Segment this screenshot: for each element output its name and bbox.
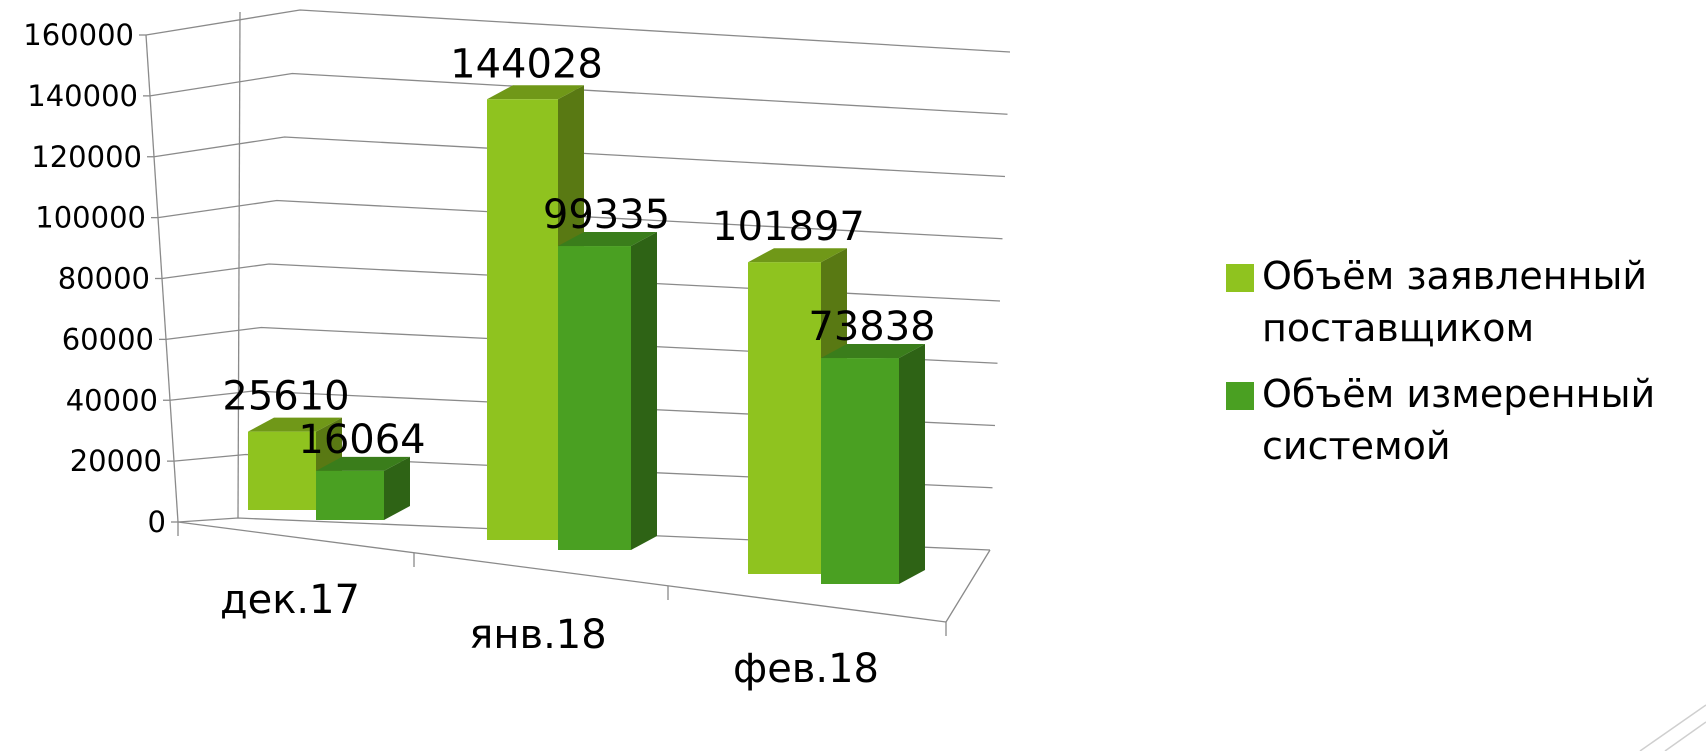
gridline <box>153 136 1006 178</box>
gridline <box>173 453 993 489</box>
bar-measured-1-label: 16064 <box>298 417 425 463</box>
bar-declared-3 <box>748 262 821 574</box>
bars <box>248 85 925 584</box>
bar-declared-2-label: 144028 <box>450 41 603 87</box>
bar-measured-3-label: 73838 <box>808 304 935 350</box>
bar-declared-1-label: 25610 <box>222 374 349 420</box>
x-category-label: дек.17 <box>220 577 360 623</box>
gridlines <box>145 9 1011 551</box>
bar-measured-1-side <box>384 456 410 520</box>
y-tick-label: 140000 <box>27 79 138 113</box>
x-category-label: янв.18 <box>469 612 606 658</box>
bar-declared-1 <box>248 431 316 510</box>
slide-corner-decoration <box>1639 704 1706 751</box>
bar-declared-2-top <box>487 85 584 100</box>
bar-measured-3-side <box>899 344 925 584</box>
y-tick-label: 20000 <box>70 444 162 478</box>
gridline <box>149 72 1008 115</box>
bar-declared-3-label: 101897 <box>712 204 865 250</box>
y-tick-label: 120000 <box>31 140 142 174</box>
legend: Объём заявленный поставщиком Объём измер… <box>1226 250 1702 486</box>
bar-measured-3-top <box>821 344 925 359</box>
bar-measured-2-side <box>631 232 657 550</box>
y-tick-label: 80000 <box>58 262 150 296</box>
gridline <box>169 390 996 427</box>
bar-measured-2-top <box>558 232 657 247</box>
bar-measured-2-label: 99335 <box>543 192 670 238</box>
back-wall-edge <box>237 11 241 519</box>
legend-item-measured: Объём измеренный системой <box>1226 368 1702 472</box>
gridline <box>157 199 1003 240</box>
gridline <box>145 9 1011 53</box>
y-tick-label: 160000 <box>23 18 134 52</box>
y-axis-line <box>145 34 179 523</box>
y-tick-label: 40000 <box>66 383 158 417</box>
bar-measured-1 <box>316 470 384 520</box>
bar-measured-2 <box>558 246 631 550</box>
x-axis-categories: дек.17 янв.18 фев.18 <box>220 577 879 692</box>
legend-label-declared: Объём заявленный поставщиком <box>1262 254 1648 350</box>
floor-right-edge <box>945 549 991 623</box>
bar-declared-3-top <box>748 248 847 263</box>
legend-label-measured: Объём измеренный системой <box>1262 372 1656 468</box>
bar-measured-1-top <box>316 456 410 471</box>
x-category-label: фев.18 <box>733 646 879 692</box>
bar-declared-2 <box>487 99 558 540</box>
bar-measured-3 <box>821 358 899 584</box>
y-tick-label: 100000 <box>35 201 146 235</box>
legend-swatch-measured <box>1226 382 1254 410</box>
axes <box>139 11 991 636</box>
bar-declared-1-top <box>248 417 342 432</box>
y-tick-label: 60000 <box>62 322 154 356</box>
legend-swatch-declared <box>1226 264 1254 292</box>
x-axis-line <box>177 521 947 623</box>
y-axis-ticks: 0 20000 40000 60000 80000 100000 120000 140000 1… <box>23 18 166 539</box>
legend-item-declared: Объём заявленный поставщиком <box>1226 250 1702 354</box>
y-tick-label: 0 <box>148 505 166 539</box>
